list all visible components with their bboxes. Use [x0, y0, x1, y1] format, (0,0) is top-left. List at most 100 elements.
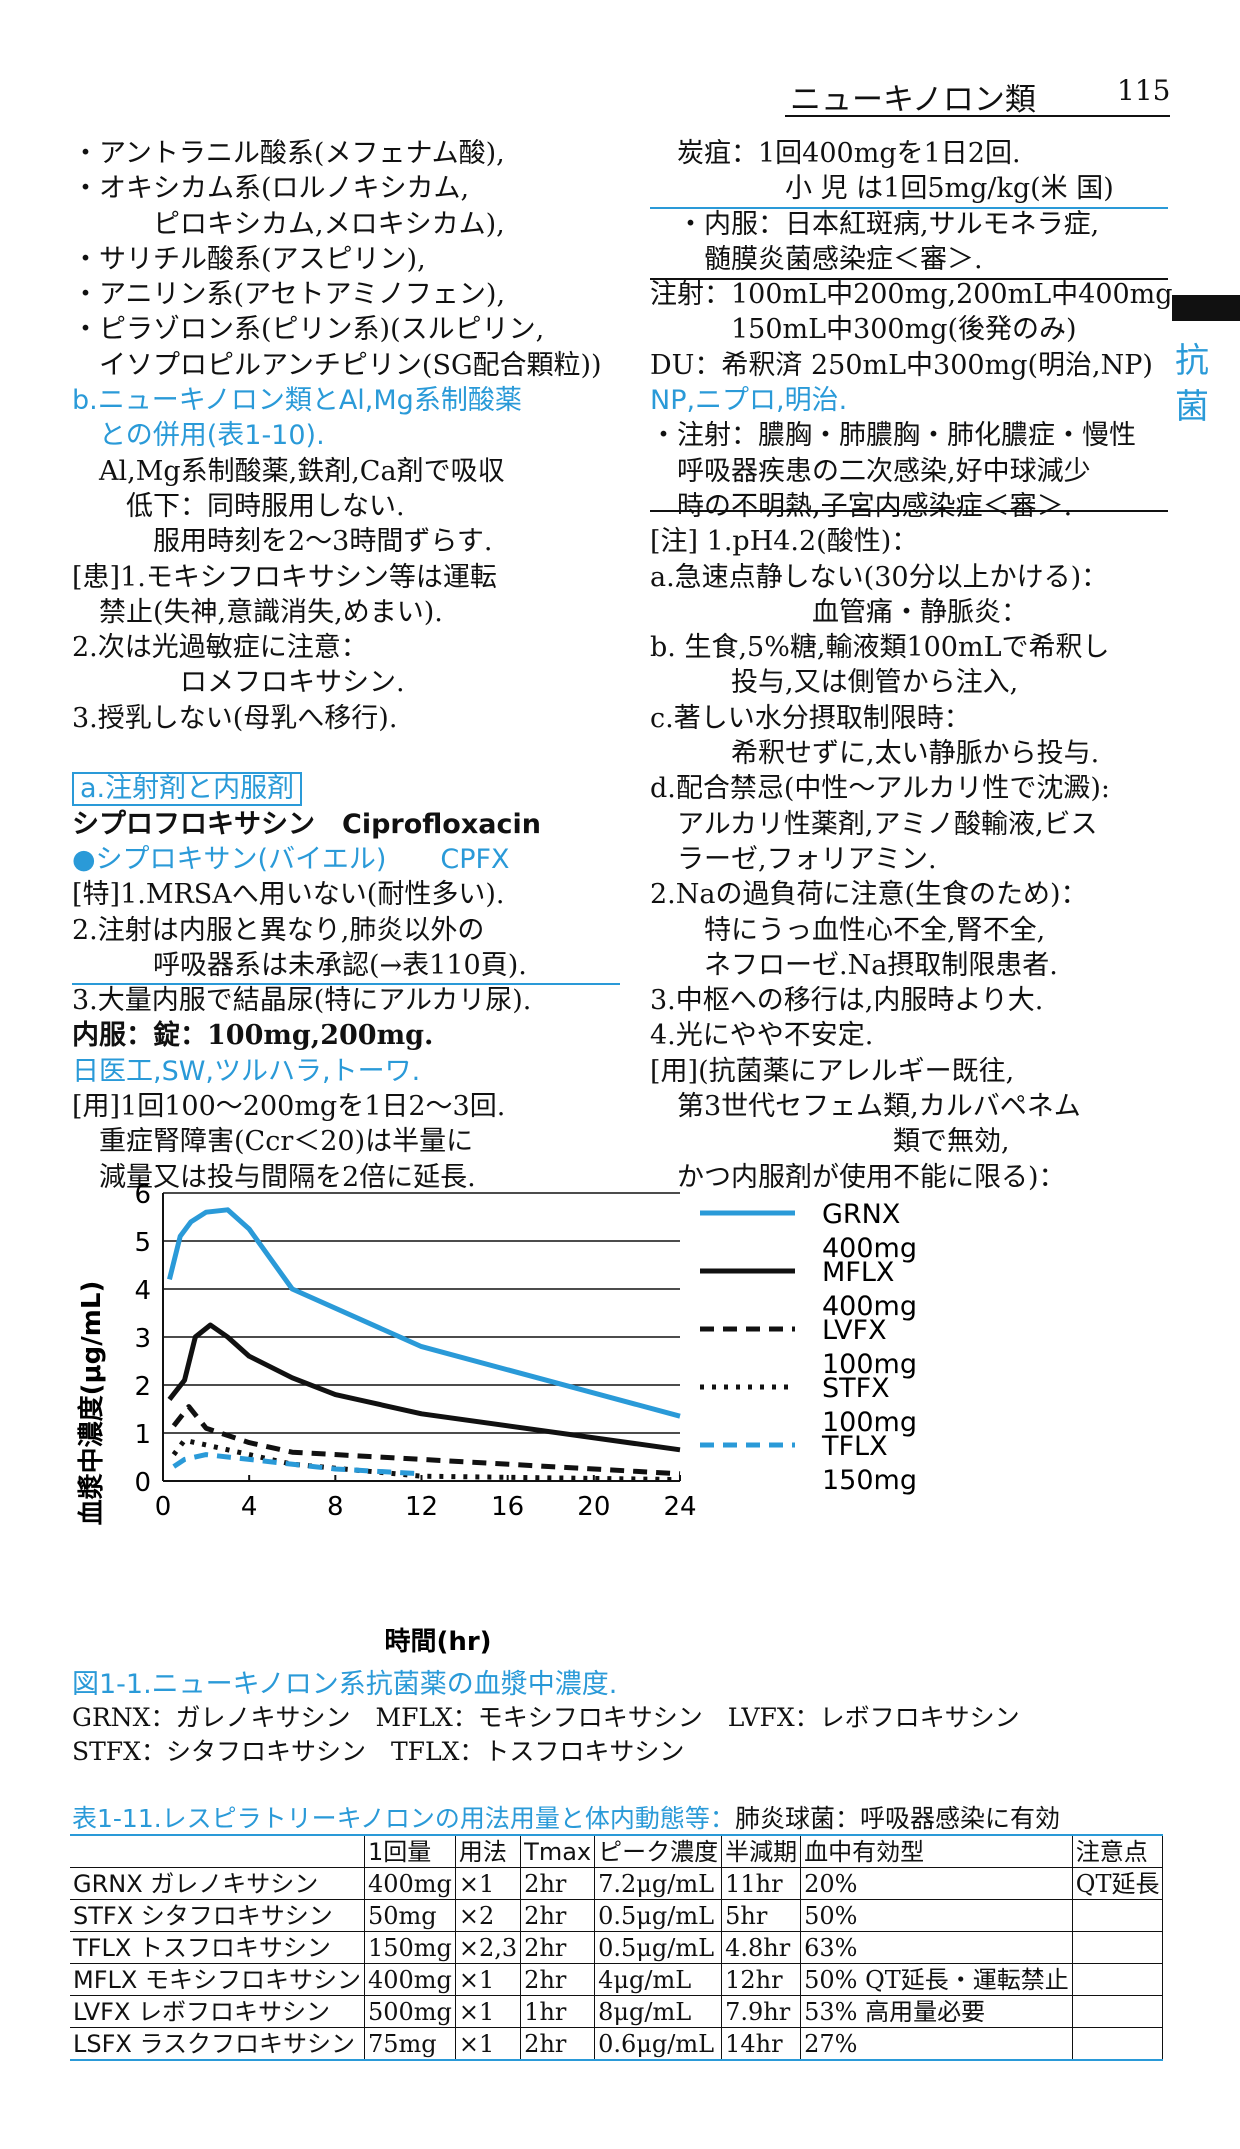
legend-label: MFLX	[822, 1257, 894, 1288]
y-tick-label: 5	[134, 1228, 151, 1258]
chart-legend: GRNX400mgMFLX400mgLVFX100mgSTFX100mgTFLX…	[700, 1199, 917, 1496]
text-line: 呼吸器疾患の二次感染,好中球減少	[650, 455, 1091, 487]
table-row: LVFX レボフロキサシン 500mg ×1 1hr 8μg/mL 7.9hr 53% 高用…	[70, 1995, 1164, 2028]
text-line: [用](抗菌薬にアレルギー既往,	[650, 1055, 1015, 1087]
table-cell: 1hr	[520, 1995, 596, 2028]
table-cell: 50% QT延長・運転禁止	[800, 1963, 1073, 1996]
text-line: c.著しい水分摂取制限時：	[650, 702, 971, 734]
series-line-lvfx	[171, 1404, 681, 1477]
text-line: イソプロピルアンチピリン(SG配合顆粒))	[72, 349, 602, 381]
text-line: ロメフロキサシン.	[72, 667, 405, 699]
abbrev-line: GRNX：ガレノキサシン MFLX：モキシフロキサシン LVFX：レボフロキサシ…	[72, 1703, 1020, 1732]
table-cell: ×1	[454, 1963, 522, 1996]
right-column: 炭疽：1回400mgを1日2回. 小 児 は1回5mg/kg(米 国) ・内服：…	[650, 136, 1182, 1195]
left-blue-rule	[72, 983, 620, 985]
text-line: ・内服：日本紅斑病,サルモネラ症,	[650, 208, 1100, 240]
text-line: 2.注射は内服と異なり,肺炎以外の	[72, 914, 485, 946]
text-line: 注射：100mL中200mg,200mL中400mg.	[650, 279, 1182, 311]
text-line: 小 児 は1回5mg/kg(米 国)	[650, 173, 1114, 205]
x-tick-label: 20	[577, 1492, 610, 1522]
text-line: 3.大量内服で結晶尿(特にアルカリ尿).	[72, 985, 532, 1017]
x-tick-label: 0	[155, 1492, 172, 1522]
y-tick-label: 4	[134, 1276, 151, 1306]
text-line: 重症腎障害(Ccr＜20)は半量に	[72, 1126, 474, 1158]
text-line: a.急速点静しない(30分以上かける)：	[650, 561, 1109, 593]
y-tick-label: 3	[134, 1324, 151, 1354]
figure-caption: 図1-1.ニューキノロン系抗菌薬の血漿中濃度.	[72, 1669, 618, 1700]
subheading: b.ニューキノロン類とAl,Mg系制酸薬	[72, 385, 522, 417]
table-cell	[1071, 1931, 1164, 1964]
table-cell: 0.5μg/mL	[594, 1931, 723, 1964]
table-header-row: 1回量 用法 Tmax ピーク濃度 半減期 血中有効型 注意点	[70, 1834, 1164, 1868]
legend-label: GRNX	[822, 1199, 900, 1230]
table-cell	[1071, 2027, 1164, 2061]
table-cell: 0.6μg/mL	[594, 2027, 723, 2061]
column-header: 1回量	[363, 1834, 456, 1868]
text-line: 3.中枢への移行は,内服時より大.	[650, 985, 1044, 1017]
subheading: との併用(表1-10).	[72, 420, 325, 452]
text-line: 内服：錠：100mg,200mg.	[72, 1020, 434, 1052]
y-tick-label: 1	[134, 1420, 151, 1450]
dosage-table: 1回量 用法 Tmax ピーク濃度 半減期 血中有効型 注意点 GRNX ガレノキサシン 400…	[70, 1834, 1164, 2061]
maker-list: 日医工,SW,ツルハラ,トーワ.	[72, 1055, 421, 1087]
table-cell: 4μg/mL	[594, 1963, 723, 1996]
legend-label: STFX	[822, 1373, 890, 1404]
table-cell: 5hr	[721, 1899, 802, 1932]
y-tick-label: 0	[134, 1468, 151, 1498]
text-line: [注] 1.pH4.2(酸性)：	[650, 526, 919, 558]
text-line: ・ピラゾロン系(ピリン系)(スルピリン,	[72, 314, 545, 346]
text-line: ・注射：膿胸・肺膿胸・肺化膿症・慢性	[650, 420, 1136, 452]
table-cell: ×2,3	[454, 1931, 522, 1964]
text-line: ネフローゼ.Na摂取制限患者.	[650, 949, 1058, 981]
x-tick-label: 12	[405, 1492, 438, 1522]
table-cell: 11hr	[721, 1867, 802, 1900]
table-cell: 75mg	[363, 2027, 456, 2061]
spacer-line	[72, 736, 632, 771]
legend-label: LVFX	[822, 1315, 887, 1346]
table-row: STFX シタフロキサシン 50mg ×2 2hr 0.5μg/mL 5hr 50%	[70, 1899, 1164, 1932]
header-rule	[785, 115, 1170, 117]
series-line-stfx	[171, 1437, 681, 1483]
text-line: ・オキシカム系(ロルノキシカム,	[72, 173, 470, 205]
left-column: ・アントラニル酸系(メフェナム酸), ・オキシカム系(ロルノキシカム, ピロキシ…	[72, 136, 632, 1195]
drug-name-cell: TFLX トスフロキサシン	[70, 1931, 365, 1964]
table-title-main: 表1-11.レスピラトリーキノロンの用法用量と体内動態等：	[72, 1804, 735, 1833]
drug-name-cell: LVFX レボフロキサシン	[70, 1995, 365, 2028]
text-line: ・アントラニル酸系(メフェナム酸),	[72, 138, 505, 169]
text-line: 髄膜炎菌感染症＜審＞.	[650, 243, 983, 275]
legend-label-dose: 400mg	[822, 1291, 917, 1322]
column-header: Tmax	[520, 1834, 596, 1868]
text-line: 4.光にやや不安定.	[650, 1020, 874, 1052]
abbrev-line: STFX：シタフロキサシン TFLX：トスフロキサシン	[72, 1737, 685, 1766]
x-tick-label: 4	[241, 1492, 258, 1522]
column-header: 半減期	[721, 1834, 802, 1868]
text-line: 血管痛・静脈炎：	[650, 596, 1028, 628]
text-line: [用]1回100～200mgを1日2～3回.	[72, 1091, 506, 1123]
legend-label-dose: 100mg	[822, 1407, 917, 1438]
table-cell: 8μg/mL	[594, 1995, 723, 2028]
table-cell: 7.2μg/mL	[594, 1867, 723, 1900]
table-cell	[1071, 1899, 1164, 1932]
table-title: 表1-11.レスピラトリーキノロンの用法用量と体内動態等：肺炎球菌：呼吸器感染に…	[72, 1799, 1060, 1835]
series-line-mflx	[167, 1322, 681, 1453]
legend-label: TFLX	[821, 1431, 888, 1462]
table-cell: 20%	[800, 1867, 1073, 1900]
drug-name-cell: MFLX モキシフロキサシン	[70, 1963, 365, 1996]
chart-series	[167, 1207, 681, 1483]
y-tick-label: 2	[134, 1372, 151, 1402]
column-header: ピーク濃度	[594, 1834, 723, 1868]
legend-label-dose: 400mg	[822, 1233, 917, 1264]
table-cell: 2hr	[520, 1867, 596, 1900]
table-cell: 2hr	[520, 1931, 596, 1964]
text-line: 第3世代セフェム類,カルバペネム	[650, 1091, 1081, 1123]
side-index-tab: 抗 菌	[1172, 338, 1212, 430]
table-cell: 7.9hr	[721, 1995, 802, 2028]
text-line: 投与,又は側管から注入,	[650, 667, 1019, 699]
text-line: 3.授乳しない(母乳へ移行).	[72, 702, 398, 734]
maker-list: NP,ニプロ,明治.	[650, 385, 848, 417]
y-tick-label: 6	[134, 1180, 151, 1210]
table-cell	[1071, 1995, 1164, 2028]
text-line: [特]1.MRSAへ用いない(耐性多い).	[72, 879, 505, 911]
table-cell: 63%	[800, 1931, 1073, 1964]
